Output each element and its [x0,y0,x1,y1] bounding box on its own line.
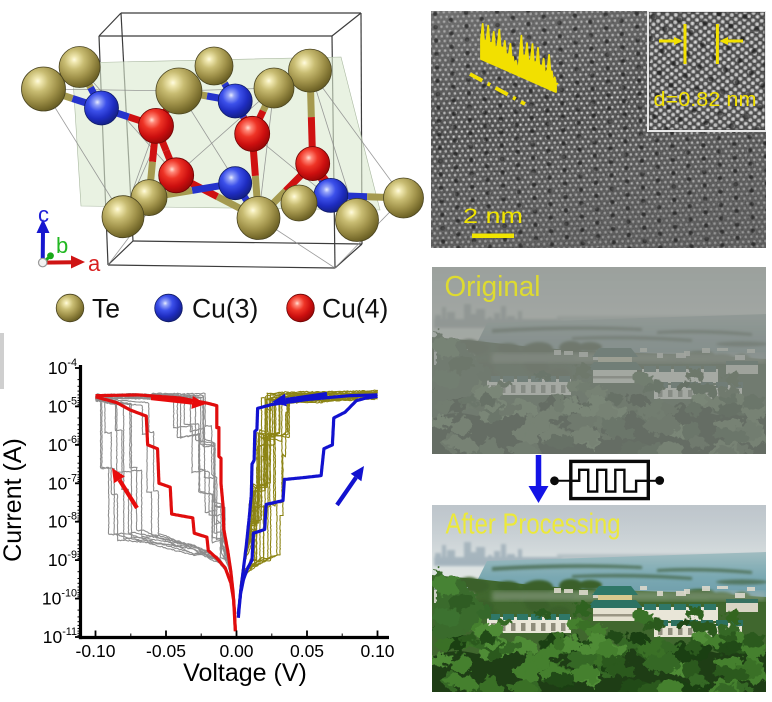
svg-text:Voltage (V): Voltage (V) [183,659,307,687]
svg-text:d=0.82 nm: d=0.82 nm [654,89,757,111]
svg-text:Cu(3): Cu(3) [192,294,258,324]
svg-text:c: c [38,202,49,227]
svg-text:Current (A): Current (A) [0,438,27,562]
svg-text:-0.10: -0.10 [76,641,116,661]
svg-text:2 nm: 2 nm [463,205,523,228]
svg-text:0.00: 0.00 [219,641,253,661]
svg-text:Original: Original [445,271,541,303]
svg-text:a: a [88,251,101,276]
svg-text:Cu(4): Cu(4) [322,294,388,324]
svg-text:-0.05: -0.05 [146,641,186,661]
svg-text:Te: Te [92,294,120,324]
svg-text:After Processing: After Processing [446,509,621,541]
svg-text:0.10: 0.10 [360,641,394,661]
svg-text:0.05: 0.05 [290,641,324,661]
svg-text:b: b [56,233,68,258]
